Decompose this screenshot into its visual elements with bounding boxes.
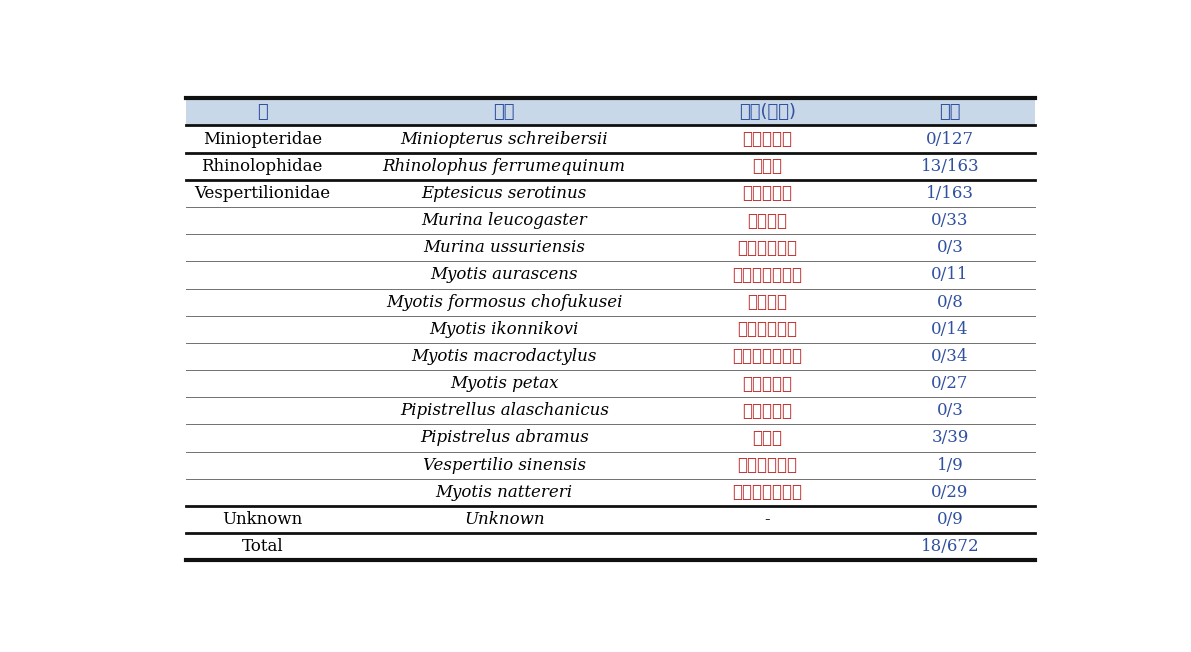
Bar [186,98,1035,125]
Text: 18/672: 18/672 [921,538,979,555]
Text: Myotis macrodactylus: Myotis macrodactylus [412,348,597,365]
Text: -: - [765,511,771,528]
Text: 관박첨: 관박첨 [753,157,782,175]
Text: 13/163: 13/163 [921,158,979,175]
Text: Pipistrellus alaschanicus: Pipistrellus alaschanicus [400,402,609,419]
Text: Myotis petax: Myotis petax [450,375,559,392]
Text: Rhinolophus ferrumequinum: Rhinolophus ferrumequinum [382,158,625,175]
Text: Eptesicus serotinus: Eptesicus serotinus [422,185,587,202]
Text: 0/3: 0/3 [936,239,964,256]
Text: Vespertilio sinensis: Vespertilio sinensis [423,456,586,473]
Text: Unknown: Unknown [222,511,303,528]
Text: 작은관코박첨: 작은관코박첨 [737,239,798,257]
Text: 0/9: 0/9 [936,511,964,528]
Text: 우수리박첨: 우수리박첨 [742,375,792,393]
Text: Unknown: Unknown [464,511,544,528]
Text: Myotis formosus chofukusei: Myotis formosus chofukusei [386,293,623,310]
Text: 0/27: 0/27 [931,375,968,392]
Text: 0/11: 0/11 [931,267,968,284]
Text: 합계: 합계 [940,103,961,121]
Text: 희배왿수염박첨: 희배왿수염박첨 [732,483,803,501]
Text: Miniopteridae: Miniopteridae [202,130,322,147]
Text: 집박첨: 집박첨 [753,429,782,447]
Text: 싸큰수염박첨: 싸큰수염박첨 [737,320,798,338]
Text: Myotis nattereri: Myotis nattereri [436,484,573,501]
Text: 큰발왿수염박첨: 큰발왿수염박첨 [732,348,803,365]
Text: 과: 과 [257,103,268,121]
Text: 0/3: 0/3 [936,402,964,419]
Text: 0/8: 0/8 [936,293,964,310]
Text: 3/39: 3/39 [931,430,968,447]
Text: 0/29: 0/29 [931,484,968,501]
Text: Murina ussuriensis: Murina ussuriensis [423,239,585,256]
Text: 1/9: 1/9 [936,456,964,473]
Text: 관코박첨: 관코박첨 [748,212,787,230]
Text: Pipistrelus abramus: Pipistrelus abramus [420,430,588,447]
Text: 1/163: 1/163 [927,185,974,202]
Text: Murina leucogaster: Murina leucogaster [422,212,587,229]
Text: 검은집박첨: 검은집박첨 [742,402,792,420]
Text: Total: Total [242,538,283,555]
Text: 0/33: 0/33 [931,212,968,229]
Text: Miniopterus schreibersii: Miniopterus schreibersii [400,130,609,147]
Text: 학명: 학명 [493,103,515,121]
Text: 0/34: 0/34 [931,348,968,365]
Text: 문둥이박첨: 문둥이박첨 [742,185,792,202]
Text: 대륙큰수염박첨: 대륙큰수염박첨 [732,266,803,284]
Text: 긴가락박첨: 긴가락박첨 [742,130,792,148]
Text: Myotis aurascens: Myotis aurascens [430,267,578,284]
Text: Rhinolophidae: Rhinolophidae [201,158,323,175]
Text: 안주에기박첨: 안주에기박첨 [737,456,798,474]
Text: 0/127: 0/127 [925,130,974,147]
Text: 종명(국명): 종명(국명) [738,103,796,121]
Text: Vespertilionidae: Vespertilionidae [194,185,330,202]
Text: Myotis ikonnikovi: Myotis ikonnikovi [430,321,579,338]
Text: 0/14: 0/14 [931,321,968,338]
Text: 붉은박첨: 붉은박첨 [748,293,787,311]
